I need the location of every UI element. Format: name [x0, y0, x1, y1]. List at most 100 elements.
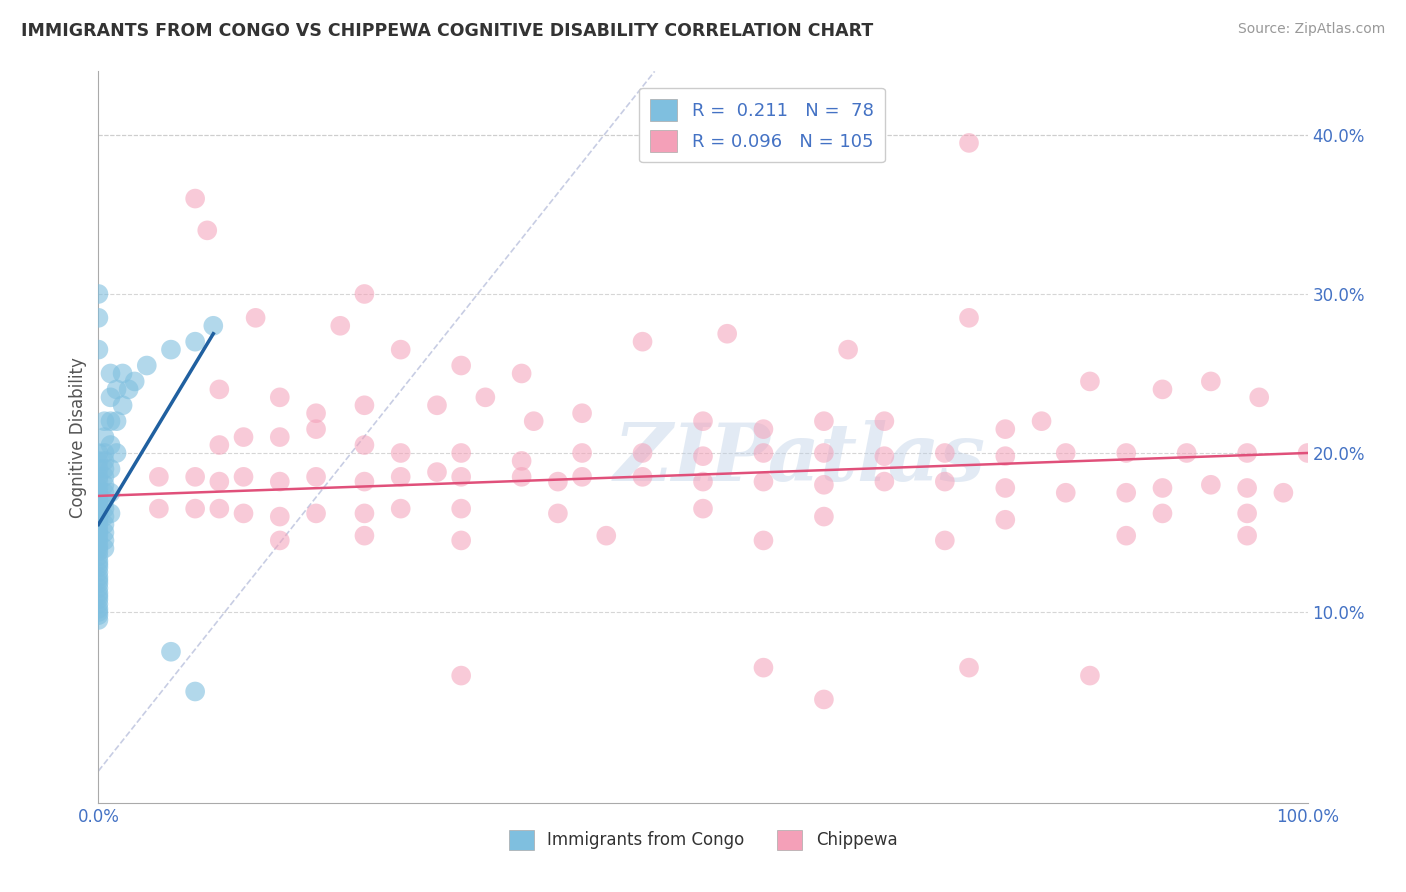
Point — [692, 501, 714, 516]
Point — [87, 602, 110, 616]
Point — [389, 470, 412, 484]
Point — [111, 367, 134, 381]
Point — [87, 501, 110, 516]
Point — [450, 533, 472, 548]
Point — [87, 597, 110, 611]
Text: IMMIGRANTS FROM CONGO VS CHIPPEWA COGNITIVE DISABILITY CORRELATION CHART: IMMIGRANTS FROM CONGO VS CHIPPEWA COGNIT… — [21, 22, 873, 40]
Point — [87, 538, 110, 552]
Point — [837, 343, 859, 357]
Point — [135, 359, 157, 373]
Point — [752, 446, 775, 460]
Point — [305, 470, 328, 484]
Point — [1152, 507, 1174, 521]
Point — [571, 446, 593, 460]
Point — [87, 554, 110, 568]
Point — [813, 414, 835, 428]
Point — [93, 454, 115, 468]
Point — [450, 501, 472, 516]
Point — [111, 398, 134, 412]
Point — [87, 581, 110, 595]
Point — [100, 390, 122, 404]
Point — [87, 481, 110, 495]
Point — [87, 541, 110, 556]
Point — [510, 367, 533, 381]
Point — [813, 509, 835, 524]
Point — [934, 475, 956, 489]
Point — [100, 438, 122, 452]
Point — [184, 470, 207, 484]
Point — [450, 668, 472, 682]
Point — [208, 438, 231, 452]
Point — [353, 287, 375, 301]
Point — [813, 446, 835, 460]
Point — [426, 465, 449, 479]
Point — [93, 525, 115, 540]
Point — [202, 318, 225, 333]
Point — [1199, 477, 1222, 491]
Point — [873, 449, 896, 463]
Point — [873, 475, 896, 489]
Point — [1115, 529, 1137, 543]
Point — [87, 509, 110, 524]
Point — [1152, 481, 1174, 495]
Point — [93, 485, 115, 500]
Point — [692, 414, 714, 428]
Point — [474, 390, 496, 404]
Point — [1078, 668, 1101, 682]
Point — [571, 470, 593, 484]
Point — [93, 430, 115, 444]
Point — [994, 481, 1017, 495]
Y-axis label: Cognitive Disability: Cognitive Disability — [69, 357, 87, 517]
Point — [813, 477, 835, 491]
Point — [450, 359, 472, 373]
Point — [87, 446, 110, 460]
Point — [692, 449, 714, 463]
Point — [1236, 529, 1258, 543]
Point — [87, 470, 110, 484]
Point — [93, 470, 115, 484]
Point — [93, 477, 115, 491]
Point — [269, 533, 291, 548]
Point — [87, 454, 110, 468]
Point — [510, 454, 533, 468]
Point — [752, 422, 775, 436]
Point — [93, 501, 115, 516]
Point — [124, 375, 146, 389]
Point — [957, 660, 980, 674]
Point — [269, 475, 291, 489]
Point — [994, 513, 1017, 527]
Point — [87, 485, 110, 500]
Point — [305, 422, 328, 436]
Point — [195, 223, 218, 237]
Point — [1175, 446, 1198, 460]
Point — [100, 367, 122, 381]
Point — [1115, 485, 1137, 500]
Point — [148, 470, 170, 484]
Point — [208, 475, 231, 489]
Point — [93, 414, 115, 428]
Legend: Immigrants from Congo, Chippewa: Immigrants from Congo, Chippewa — [502, 823, 904, 856]
Point — [692, 475, 714, 489]
Point — [1054, 485, 1077, 500]
Point — [547, 475, 569, 489]
Point — [269, 430, 291, 444]
Point — [87, 589, 110, 603]
Point — [87, 608, 110, 623]
Point — [105, 414, 128, 428]
Point — [994, 422, 1017, 436]
Point — [87, 549, 110, 564]
Point — [93, 533, 115, 548]
Point — [1152, 383, 1174, 397]
Point — [450, 470, 472, 484]
Point — [994, 449, 1017, 463]
Point — [87, 475, 110, 489]
Point — [93, 462, 115, 476]
Point — [305, 507, 328, 521]
Point — [353, 438, 375, 452]
Point — [208, 383, 231, 397]
Point — [93, 493, 115, 508]
Point — [1236, 481, 1258, 495]
Point — [93, 517, 115, 532]
Point — [353, 398, 375, 412]
Point — [353, 529, 375, 543]
